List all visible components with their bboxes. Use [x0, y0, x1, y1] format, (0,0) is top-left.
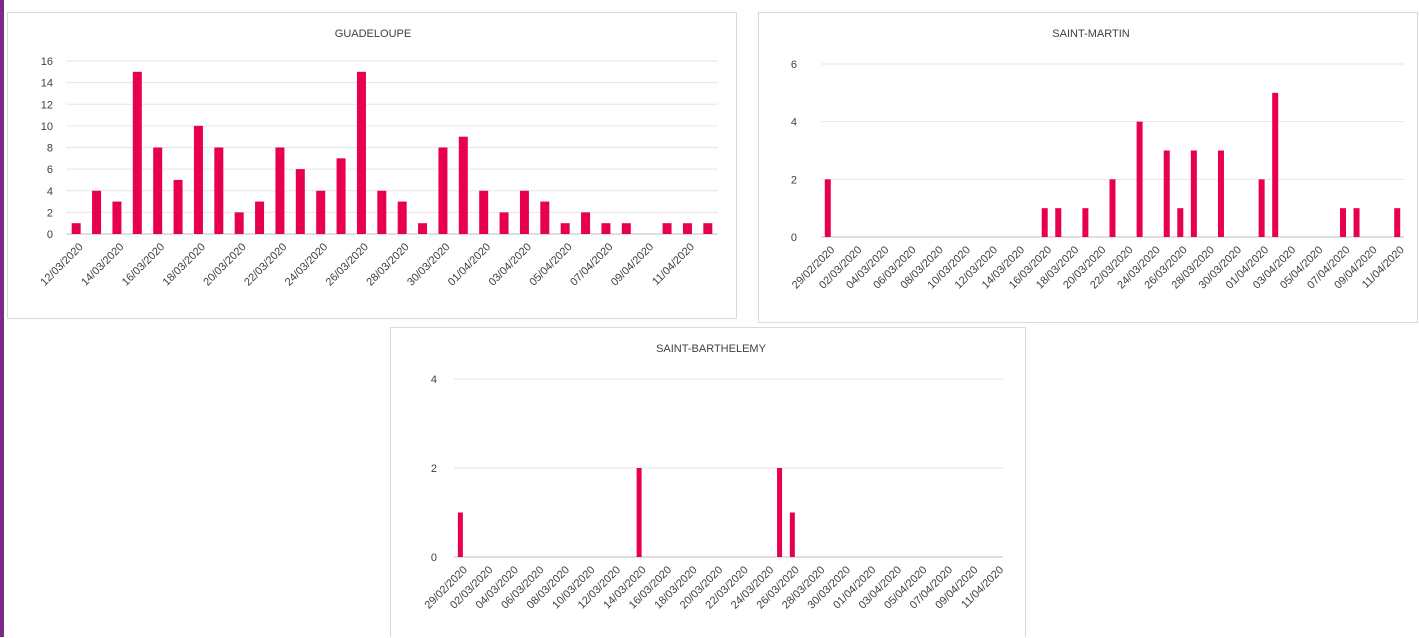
x-tick-label: 14/03/2020	[79, 241, 126, 288]
x-tick-label: 18/03/2020	[161, 241, 208, 288]
x-tick-label: 05/04/2020	[527, 241, 574, 288]
bar-22-03-2020	[275, 147, 285, 234]
bar-26-03-2020	[1177, 208, 1184, 237]
chart-title: SAINT-MARTIN	[1052, 28, 1129, 40]
x-tick-label: 12/03/2020	[38, 241, 85, 288]
bar-13-03-2020	[92, 190, 102, 234]
bar-12-04-2020	[703, 223, 713, 234]
bar-29-03-2020	[418, 223, 428, 234]
chart-saint-barthelemy: SAINT-BARTHELEMY02429/02/202002/03/20200…	[423, 343, 1007, 612]
y-tick-label: 12	[41, 99, 53, 111]
y-tick-label: 0	[791, 232, 797, 244]
bar-15-03-2020	[132, 71, 142, 234]
bar-27-03-2020	[377, 190, 387, 234]
bar-17-03-2020	[173, 179, 183, 234]
bar-31-03-2020	[458, 136, 468, 234]
bar-16-03-2020	[153, 147, 163, 234]
bar-21-03-2020	[255, 201, 265, 234]
bar-25-03-2020	[1163, 150, 1170, 237]
bar-01-04-2020	[1258, 179, 1265, 237]
bar-25-03-2020	[777, 468, 783, 557]
bar-05-04-2020	[560, 223, 570, 234]
x-tick-label: 16/03/2020	[120, 241, 167, 288]
bar-17-03-2020	[1055, 208, 1062, 237]
bar-07-04-2020	[601, 223, 611, 234]
bar-18-03-2020	[193, 125, 203, 234]
bar-10-04-2020	[662, 223, 672, 234]
bar-23-03-2020	[1136, 121, 1143, 237]
bar-21-03-2020	[1109, 179, 1116, 237]
bar-08-04-2020	[1353, 208, 1360, 237]
bar-14-03-2020	[636, 468, 642, 557]
x-tick-label: 07/04/2020	[568, 241, 615, 288]
x-tick-label: 26/03/2020	[324, 241, 371, 288]
y-tick-label: 6	[791, 59, 797, 71]
bar-27-03-2020	[1190, 150, 1197, 237]
bar-04-04-2020	[540, 201, 550, 234]
bar-11-04-2020	[682, 223, 692, 234]
chart-guadeloupe: GUADELOUPE 0 2 4 6 8 10 12 14 16 12/03/202014/03/2…	[38, 28, 718, 289]
chart-saint-martin: SAINT-MARTIN024629/02/202002/03/202004/0…	[790, 28, 1407, 292]
x-tick-label: 11/04/2020	[650, 241, 697, 288]
x-tick-label: 30/03/2020	[405, 241, 452, 288]
chart-panel-guadeloupe: GUADELOUPE 0 2 4 6 8 10 12 14 16 12/03/2020 14/03/2…	[7, 12, 737, 319]
bar-02-04-2020	[1272, 92, 1279, 237]
bar-29-02-2020	[457, 512, 463, 557]
x-tick-label: 09/04/2020	[609, 241, 656, 288]
y-tick-label: 2	[431, 463, 437, 475]
y-tick-label: 14	[41, 78, 53, 90]
x-tick-label: 24/03/2020	[283, 241, 330, 288]
bar-11-04-2020	[1394, 208, 1401, 237]
y-tick-label: 4	[431, 374, 437, 386]
y-tick-label: 16	[41, 56, 53, 68]
y-tick-label: 2	[791, 174, 797, 186]
y-tick-label: 6	[47, 164, 53, 176]
chart-title: GUADELOUPE	[335, 28, 411, 40]
x-tick-label: 22/03/2020	[242, 241, 289, 288]
bar-23-03-2020	[295, 169, 305, 234]
bar-25-03-2020	[336, 158, 346, 234]
bar-14-03-2020	[112, 201, 122, 234]
y-tick-label: 0	[431, 552, 437, 564]
bar-02-04-2020	[499, 212, 509, 234]
x-tick-label: 01/04/2020	[446, 241, 493, 288]
bar-26-03-2020	[356, 71, 366, 234]
bar-24-03-2020	[316, 190, 326, 234]
bar-16-03-2020	[1041, 208, 1048, 237]
y-tick-label: 4	[47, 186, 53, 198]
chart-panel-saint-barthelemy: SAINT-BARTHELEMY 0 2 4 29/02/2020 02/03/2020 0…	[390, 327, 1026, 637]
y-tick-label: 4	[791, 117, 797, 129]
bar-06-04-2020	[581, 212, 591, 234]
y-tick-label: 8	[47, 143, 53, 155]
bar-19-03-2020	[1082, 208, 1089, 237]
bar-07-04-2020	[1339, 208, 1346, 237]
left-accent-rule	[0, 0, 4, 637]
chart-panel-saint-martin: SAINT-MARTIN 0 2 4 6 29/02/2020 02/03/2020 04/0…	[758, 12, 1418, 323]
x-tick-label: 28/03/2020	[364, 241, 411, 288]
bar-12-03-2020	[71, 223, 81, 234]
x-tick-label: 20/03/2020	[201, 241, 248, 288]
x-tick-label: 03/04/2020	[487, 241, 534, 288]
bar-29-02-2020	[824, 179, 831, 237]
bar-30-03-2020	[438, 147, 448, 234]
bar-08-04-2020	[621, 223, 631, 234]
chart-title: SAINT-BARTHELEMY	[656, 343, 766, 355]
bar-29-03-2020	[1217, 150, 1224, 237]
bar-20-03-2020	[234, 212, 244, 234]
bar-26-03-2020	[789, 512, 795, 557]
bar-01-04-2020	[479, 190, 489, 234]
bar-19-03-2020	[214, 147, 224, 234]
bar-03-04-2020	[519, 190, 529, 234]
bar-28-03-2020	[397, 201, 407, 234]
y-tick-label: 2	[47, 207, 53, 219]
y-tick-label: 10	[41, 121, 53, 133]
y-tick-label: 0	[47, 229, 53, 241]
